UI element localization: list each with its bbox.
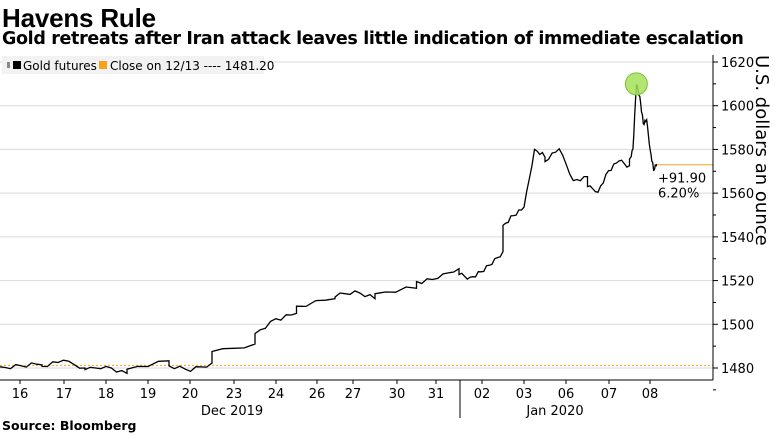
legend-box [2, 56, 264, 74]
x-tick-label: 23 [226, 387, 243, 402]
legend: Gold futures Close on 12/13 ---- 1481.20 [2, 56, 274, 74]
gridlines [0, 61, 713, 369]
x-axis: 16 17 18 19 20 23 24 26 27 30 31 02 03 06 07 08 Dec 2019… [0, 379, 713, 419]
y-axis-label-wrap: U.S. dollars an ounce [751, 55, 772, 375]
month-label: Dec 2019 [201, 404, 263, 419]
highlight-marker [624, 72, 648, 96]
chart-title: Havens Rule [2, 3, 156, 33]
x-tick-label: 24 [268, 387, 285, 402]
annotation-percent: 6.20% [658, 187, 699, 202]
x-tick-label: 06 [558, 387, 575, 402]
legend-label-reference: Close on 12/13 ---- 1481.20 [110, 59, 274, 73]
y-tick-label: 1520 [721, 275, 754, 290]
x-tick-label: 03 [516, 387, 533, 402]
source-note: Source: Bloomberg [2, 418, 137, 433]
y-tick-label: 1500 [721, 318, 754, 333]
y-tick-label: 1540 [721, 231, 754, 246]
legend-pin-icon [7, 62, 10, 68]
legend-label-series: Gold futures [23, 59, 97, 73]
y-tick-label: 1600 [721, 100, 754, 115]
legend-swatch-series [13, 61, 21, 69]
y-axis: 1480 1500 1520 1540 1560 1580 1600 1620 [712, 55, 754, 391]
x-tick-label: 19 [140, 387, 157, 402]
x-tick-label: 31 [428, 387, 445, 402]
y-tick-label: 1580 [721, 143, 754, 158]
x-tick-label: 18 [98, 387, 115, 402]
legend-swatch-reference [99, 61, 107, 69]
x-tick-label: 07 [601, 387, 618, 402]
chart-subtitle: Gold retreats after Iran attack leaves l… [2, 29, 744, 49]
annotation-change: +91.90 [658, 172, 706, 187]
x-tick-label: 16 [12, 387, 29, 402]
month-label: Jan 2020 [525, 404, 583, 419]
y-axis-label: U.S. dollars an ounce [751, 55, 772, 246]
x-tick-label: 27 [345, 387, 362, 402]
x-tick-label: 30 [389, 387, 406, 402]
x-tick-label: 26 [309, 387, 326, 402]
series-line-gold-futures [0, 84, 658, 375]
y-tick-label: 1620 [721, 56, 754, 71]
y-tick-label: 1560 [721, 187, 754, 202]
x-tick-label: 17 [56, 387, 73, 402]
y-tick-label: 1480 [721, 362, 754, 377]
x-tick-label: 08 [642, 387, 659, 402]
x-tick-label: 02 [474, 387, 491, 402]
x-tick-label: 20 [182, 387, 199, 402]
